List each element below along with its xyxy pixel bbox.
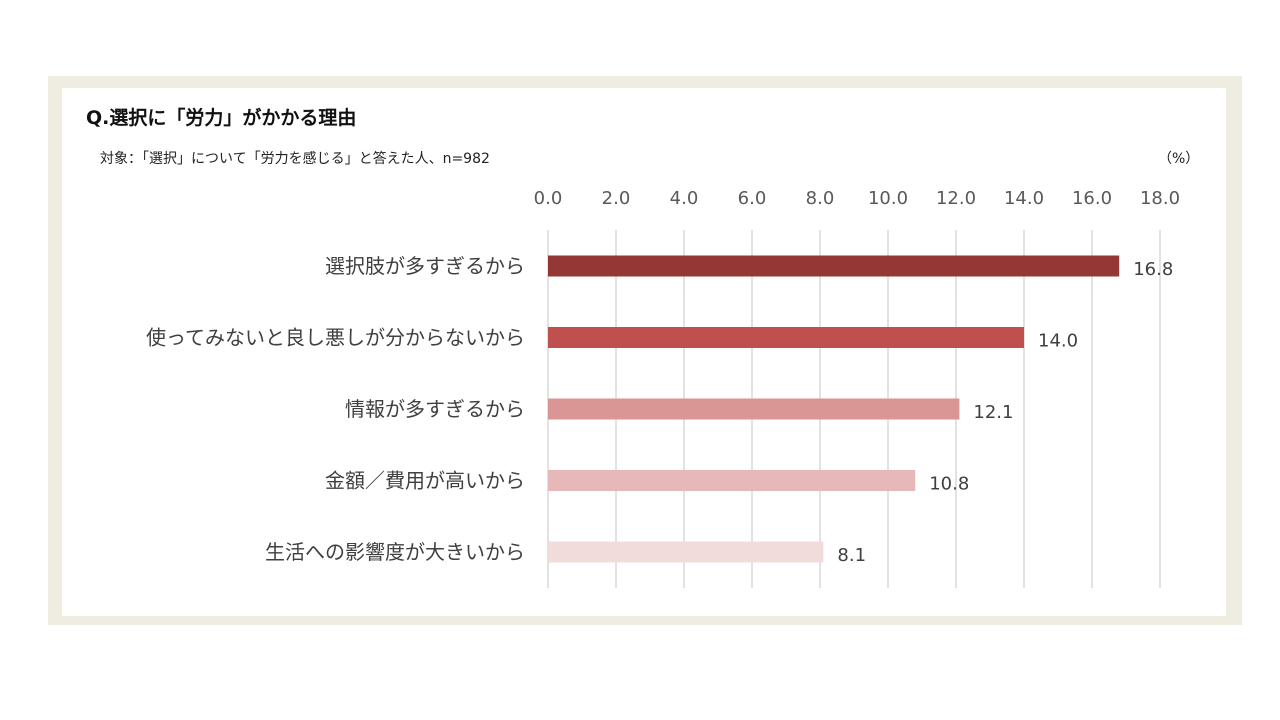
- x-tick-label: 8.0: [806, 188, 835, 209]
- bar: [548, 327, 1024, 348]
- category-label: 生活への影響度が大きいから: [265, 540, 525, 564]
- bar: [548, 398, 960, 420]
- bar: [548, 470, 916, 491]
- value-label: 16.8: [1133, 259, 1173, 280]
- chart-subtitle: 対象：「選択」について「労力を感じる」と答えた人、n=982: [100, 151, 490, 167]
- bar: [548, 255, 1120, 277]
- value-label: 8.1: [837, 545, 866, 566]
- x-tick-label: 10.0: [868, 188, 908, 209]
- chart-panel: [62, 88, 1226, 616]
- unit-label: （%）: [1158, 151, 1200, 167]
- value-label: 10.8: [929, 474, 969, 495]
- category-label: 情報が多すぎるから: [345, 397, 525, 421]
- x-tick-label: 12.0: [936, 188, 976, 209]
- category-label: 使ってみないと良し悪しが分からないから: [146, 326, 525, 350]
- x-tick-label: 18.0: [1140, 188, 1180, 209]
- chart-title: Q.選択に「労力」がかかる理由: [86, 107, 357, 129]
- category-label: 選択肢が多すぎるから: [325, 254, 525, 278]
- x-tick-label: 4.0: [670, 188, 699, 209]
- x-tick-label: 2.0: [602, 188, 631, 209]
- x-tick-label: 14.0: [1004, 188, 1044, 209]
- category-label: 金額／費用が高いから: [325, 469, 525, 493]
- value-label: 12.1: [973, 402, 1013, 423]
- value-label: 14.0: [1038, 331, 1078, 352]
- x-tick-label: 16.0: [1072, 188, 1112, 209]
- x-tick-label: 6.0: [738, 188, 767, 209]
- x-tick-label: 0.0: [534, 188, 563, 209]
- bar: [548, 541, 824, 563]
